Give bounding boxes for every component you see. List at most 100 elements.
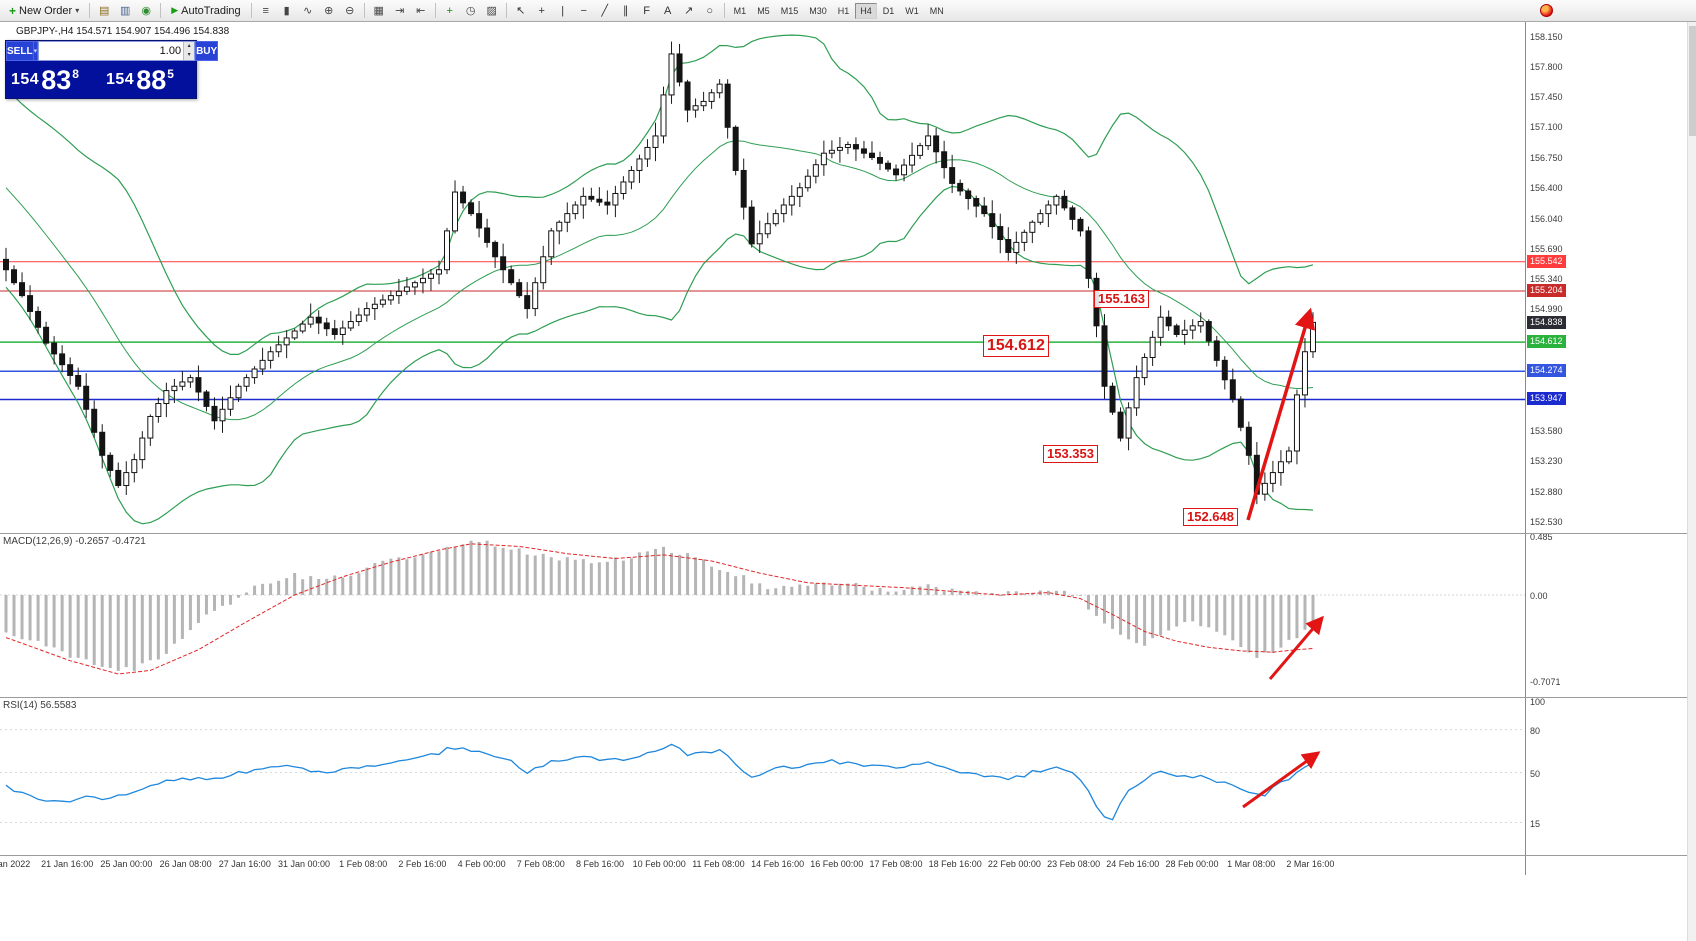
- toolbar-separator: [723, 3, 725, 18]
- price-tick: 154.990: [1530, 304, 1563, 315]
- timeframe-mn[interactable]: MN: [925, 3, 949, 19]
- alerts-icon[interactable]: ◉: [136, 2, 156, 20]
- price-chart[interactable]: [0, 22, 1525, 533]
- time-tick: 14 Feb 16:00: [751, 859, 805, 869]
- line-chart-icon[interactable]: ∿: [298, 2, 318, 20]
- toolbar-separator: [89, 3, 91, 18]
- indicators-icon[interactable]: +: [440, 2, 460, 20]
- time-tick: 1 Mar 08:00: [1227, 859, 1276, 869]
- time-tick: 22 Feb 00:00: [987, 859, 1041, 869]
- panel-separator[interactable]: [0, 533, 1696, 534]
- price-tick: 157.450: [1530, 92, 1563, 103]
- timeframe-h1[interactable]: H1: [833, 3, 855, 19]
- rsi-panel[interactable]: [0, 698, 1525, 855]
- price-tick: 155.340: [1530, 274, 1563, 285]
- price-axis[interactable]: 158.150 157.800 157.450 157.100 156.750 156.4…: [1525, 22, 1696, 875]
- horizontal-line-icon[interactable]: −: [574, 2, 594, 20]
- periods-icon[interactable]: ◷: [461, 2, 481, 20]
- crosshair-icon[interactable]: +: [532, 2, 552, 20]
- macd-histogram: [4, 540, 1315, 671]
- candlestick-chart-icon[interactable]: ▮: [277, 2, 297, 20]
- rsi-scale-tick: 80: [1530, 725, 1541, 736]
- timeframe-m1[interactable]: M1: [729, 3, 752, 19]
- volume-field: ▴ ▾: [38, 41, 196, 61]
- community-icon[interactable]: [1540, 4, 1553, 17]
- price-callout-label[interactable]: 153.353: [1043, 445, 1098, 464]
- toolbar-separator: [363, 3, 365, 18]
- auto-scroll-icon[interactable]: ⇥: [390, 2, 410, 20]
- price-tick: 156.040: [1530, 213, 1563, 224]
- timeframe-h4[interactable]: H4: [855, 2, 877, 19]
- profiles-icon[interactable]: ▥: [115, 2, 135, 20]
- macd-scale-tick: 0.00: [1530, 591, 1548, 601]
- trend-arrow[interactable]: [1242, 751, 1321, 809]
- macd-label: MACD(12,26,9) -0.2657 -0.4721: [3, 536, 146, 547]
- bar-chart-icon[interactable]: ≡: [256, 2, 276, 20]
- price-tick: 156.750: [1530, 152, 1563, 163]
- timeframe-d1[interactable]: D1: [878, 3, 900, 19]
- rsi-label: RSI(14) 56.5583: [3, 700, 77, 711]
- trend-arrow[interactable]: [1246, 307, 1316, 521]
- toolbar-separator: [505, 3, 507, 18]
- arrows-icon[interactable]: ↗: [679, 2, 699, 20]
- trend-arrow[interactable]: [1268, 615, 1324, 680]
- timeframe-m5[interactable]: M5: [752, 3, 775, 19]
- text-icon[interactable]: A: [658, 2, 678, 20]
- macd-panel[interactable]: [0, 534, 1525, 697]
- current-price-label: 154.838: [1527, 315, 1566, 329]
- vertical-scrollbar[interactable]: [1687, 22, 1696, 941]
- price-callout-label[interactable]: 154.612: [983, 335, 1049, 357]
- rsi-scale-tick: 15: [1530, 818, 1541, 829]
- timeframe-m30[interactable]: M30: [804, 3, 832, 19]
- price-tick: 152.530: [1530, 516, 1563, 527]
- price-tick: 153.230: [1530, 456, 1563, 467]
- autotrading-button[interactable]: ▶ AutoTrading: [165, 2, 246, 20]
- time-tick: 11 Feb 08:00: [692, 859, 745, 869]
- charts-group-icon[interactable]: ▤: [94, 2, 114, 20]
- tile-windows-icon[interactable]: ▦: [369, 2, 389, 20]
- volume-input[interactable]: [39, 42, 184, 60]
- toolbar-separator: [160, 3, 162, 18]
- zoom-out-icon[interactable]: ⊖: [340, 2, 360, 20]
- cursor-icon[interactable]: ↖: [511, 2, 531, 20]
- buy-button[interactable]: BUY: [195, 41, 219, 61]
- time-tick: 8 Feb 16:00: [575, 859, 625, 869]
- sell-price[interactable]: 154 83 8: [11, 64, 79, 95]
- price-callout-label[interactable]: 152.648: [1183, 508, 1238, 527]
- fibonacci-icon[interactable]: F: [637, 2, 657, 20]
- hline-price-label: 155.542: [1527, 254, 1566, 268]
- shapes-icon[interactable]: ○: [700, 2, 720, 20]
- price-tick: 156.400: [1530, 182, 1563, 193]
- time-tick: 18 Feb 16:00: [928, 859, 982, 869]
- time-tick: 17 Feb 08:00: [869, 859, 923, 869]
- time-tick: 7 Feb 08:00: [516, 859, 565, 869]
- hline-price-label: 154.612: [1527, 335, 1566, 349]
- sell-button[interactable]: SELL: [6, 41, 34, 61]
- time-tick: 1 Feb 08:00: [339, 859, 388, 869]
- time-tick: 4 Feb 00:00: [457, 859, 506, 869]
- channel-icon[interactable]: ∥: [616, 2, 636, 20]
- buy-price[interactable]: 154 88 5: [106, 64, 174, 95]
- scrollbar-thumb[interactable]: [1689, 26, 1696, 136]
- time-axis[interactable]: 1 Jan 2022 21 Jan 16:00 25 Jan 00:00 26 Jan…: [0, 856, 1525, 874]
- volume-up-icon[interactable]: ▴: [187, 43, 191, 49]
- caret-down-icon: ▾: [75, 6, 80, 15]
- new-order-button[interactable]: + New Order ▾: [3, 2, 85, 20]
- price-tick: 157.800: [1530, 61, 1563, 72]
- chart-shift-icon[interactable]: ⇤: [411, 2, 431, 20]
- vertical-line-icon[interactable]: |: [553, 2, 573, 20]
- zoom-in-icon[interactable]: ⊕: [319, 2, 339, 20]
- timeframe-m15[interactable]: M15: [776, 3, 804, 19]
- panel-separator[interactable]: [0, 697, 1696, 698]
- trendline-icon[interactable]: ╱: [595, 2, 615, 20]
- price-callout-label[interactable]: 155.163: [1094, 290, 1149, 309]
- hline-price-label: 154.274: [1527, 364, 1566, 378]
- time-axis-separator: [0, 855, 1696, 856]
- macd-scale-tick: -0.7071: [1530, 676, 1561, 687]
- volume-down-icon[interactable]: ▾: [187, 52, 191, 58]
- templates-icon[interactable]: ▨: [482, 2, 502, 20]
- rsi-scale-tick: 50: [1530, 768, 1541, 779]
- sell-options-caret[interactable]: ▾: [33, 41, 39, 61]
- timeframe-w1[interactable]: W1: [900, 3, 924, 19]
- rsi-line: [5, 743, 1314, 821]
